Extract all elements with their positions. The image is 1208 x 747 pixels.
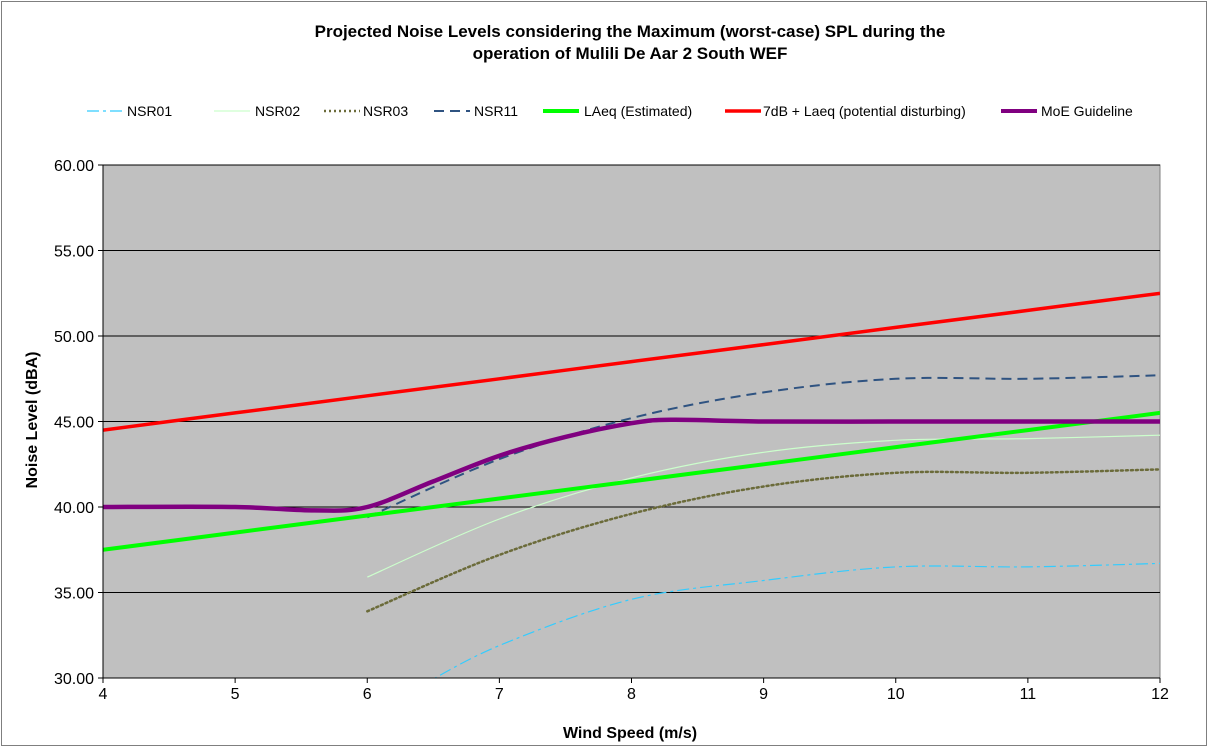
chart-title-line2: operation of Mulili De Aar 2 South WEF	[473, 44, 788, 63]
legend-label-moe-guideline: MoE Guideline	[1041, 103, 1133, 119]
x-tick-label: 11	[1020, 686, 1037, 703]
x-tick-label: 8	[627, 686, 636, 703]
x-tick-label: 10	[887, 686, 905, 703]
x-tick-label: 6	[363, 686, 372, 703]
series-line-nsr01	[434, 562, 1160, 678]
series-lines	[103, 291, 1160, 678]
legend-label-nsr02: NSR02	[255, 103, 300, 119]
y-tick-label: 60.00	[54, 158, 94, 175]
legend: NSR01 NSR02 NSR03 NSR11 LAeq (Estimated) 7dB …	[87, 103, 1133, 119]
y-tick-label: 40.00	[54, 500, 94, 517]
x-tick-label: 9	[759, 686, 768, 703]
y-tick-label: 35.00	[54, 586, 94, 603]
x-tick-label: 12	[1151, 686, 1169, 703]
y-tick-label: 45.00	[54, 415, 94, 432]
series-line-nsr03	[366, 468, 1160, 613]
y-tick-label: 50.00	[54, 329, 94, 346]
legend-label-nsr03: NSR03	[363, 103, 408, 119]
series-line-nsr11	[366, 374, 1160, 519]
y-tick-label: 30.00	[54, 671, 94, 688]
series-line-nsr02	[367, 434, 1160, 578]
series-line-7db-laeq-potential-disturbing	[103, 291, 1160, 432]
y-axis-ticks: 30.00 35.00 40.00 45.00 50.00 55.00 60.00	[54, 158, 103, 688]
legend-label-nsr11: NSR11	[474, 103, 518, 119]
legend-label-7db-laeq-potential-disturbing: 7dB + Laeq (potential disturbing)	[763, 103, 966, 119]
x-tick-label: 4	[99, 686, 108, 703]
chart-title-line1: Projected Noise Levels considering the M…	[315, 22, 946, 41]
y-axis-title: Noise Level (dBA)	[24, 352, 41, 489]
series-line-moe-guideline	[103, 417, 1160, 513]
x-tick-label: 5	[231, 686, 240, 703]
legend-label-laeq-estimated: LAeq (Estimated)	[584, 103, 692, 119]
x-axis-title: Wind Speed (m/s)	[563, 725, 697, 742]
series-line-laeq-estimated	[103, 410, 1160, 552]
x-tick-label: 7	[495, 686, 504, 703]
legend-label-nsr01: NSR01	[127, 103, 172, 119]
y-tick-label: 55.00	[54, 244, 94, 261]
